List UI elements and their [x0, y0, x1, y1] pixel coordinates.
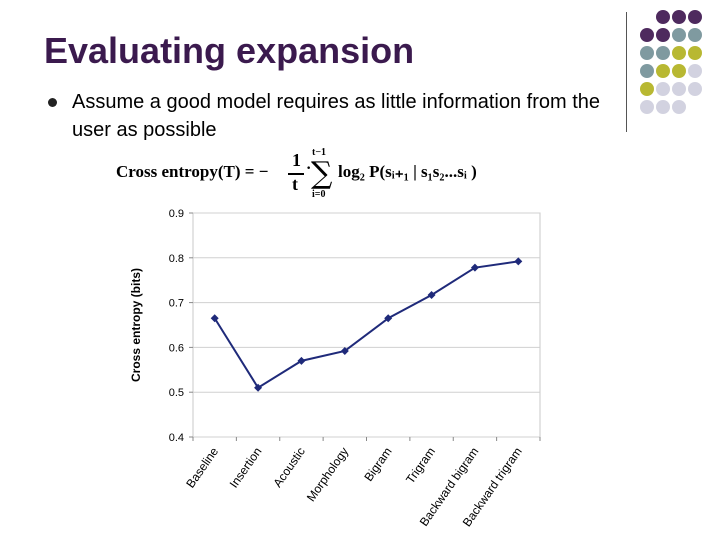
decorative-divider [626, 12, 627, 132]
formula-dot: · [306, 160, 312, 177]
data-point [514, 257, 523, 266]
formula-lhs: Cross entropy(T) = − [116, 162, 269, 181]
data-point [470, 263, 479, 272]
slide-title: Evaluating expansion [44, 30, 415, 71]
formula-fraction-bar [288, 173, 304, 175]
x-tick-label: Acoustic [270, 445, 307, 490]
decorative-dot [672, 64, 686, 78]
y-axis-title: Cross entropy (bits) [129, 268, 143, 382]
decorative-dot [640, 82, 654, 96]
y-tick-label: 0.4 [169, 432, 184, 444]
y-tick-label: 0.6 [169, 342, 184, 354]
data-point [254, 383, 263, 392]
decorative-dot [688, 28, 702, 42]
decorative-dot [672, 46, 686, 60]
bullet-text: Assume a good model requires as little i… [72, 91, 601, 141]
data-point [297, 356, 306, 365]
bullet-icon [48, 98, 57, 107]
data-point [210, 314, 219, 323]
decorative-dot-grid [640, 10, 702, 114]
decorative-dot [688, 10, 702, 24]
decorative-dot [656, 64, 670, 78]
plot-area [192, 212, 541, 438]
decorative-dot [640, 28, 654, 42]
decorative-dot [656, 28, 670, 42]
formula-fraction-numerator: 1 [292, 150, 301, 170]
decorative-dot [672, 100, 686, 114]
data-point [340, 346, 349, 355]
cross-entropy-formula: Cross entropy(T) = − 1 t · t−1 ∑ i=0 log… [116, 147, 516, 202]
y-tick-label: 0.8 [169, 253, 184, 265]
decorative-dot [672, 28, 686, 42]
y-tick-label: 0.7 [169, 298, 184, 310]
decorative-dot [688, 64, 702, 78]
formula-sum-lower: i=0 [312, 189, 326, 200]
decorative-dot [640, 64, 654, 78]
x-tick-label: Morphology [304, 445, 351, 504]
x-tick-label: Bigram [361, 445, 394, 484]
decorative-dot [640, 100, 654, 114]
data-point [427, 290, 436, 299]
x-tick-label: Baseline [183, 444, 221, 490]
decorative-dot [656, 46, 670, 60]
data-point [384, 314, 393, 323]
x-tick-label: Trigram [403, 445, 438, 487]
formula-rhs: log₂ P(sᵢ₊₁ | s₁s₂...sᵢ ) [338, 162, 477, 181]
formula-fraction-denominator: t [292, 174, 298, 194]
x-tick-label: Insertion [227, 445, 265, 491]
decorative-dot [656, 82, 670, 96]
decorative-dot [672, 82, 686, 96]
decorative-dot [672, 10, 686, 24]
decorative-dot [656, 100, 670, 114]
cross-entropy-chart: 0.4 0.5 0.6 0.7 0.8 0.9 Baseline Insertion Acous… [129, 208, 541, 529]
formula-sigma: ∑ [311, 156, 333, 191]
formula-sum-upper: t−1 [312, 147, 327, 158]
decorative-dot [640, 46, 654, 60]
series-line [213, 260, 519, 390]
y-tick-label: 0.5 [169, 387, 184, 399]
y-tick-label: 0.9 [169, 208, 184, 220]
decorative-dot [656, 10, 670, 24]
decorative-dot [688, 46, 702, 60]
decorative-dot [688, 82, 702, 96]
